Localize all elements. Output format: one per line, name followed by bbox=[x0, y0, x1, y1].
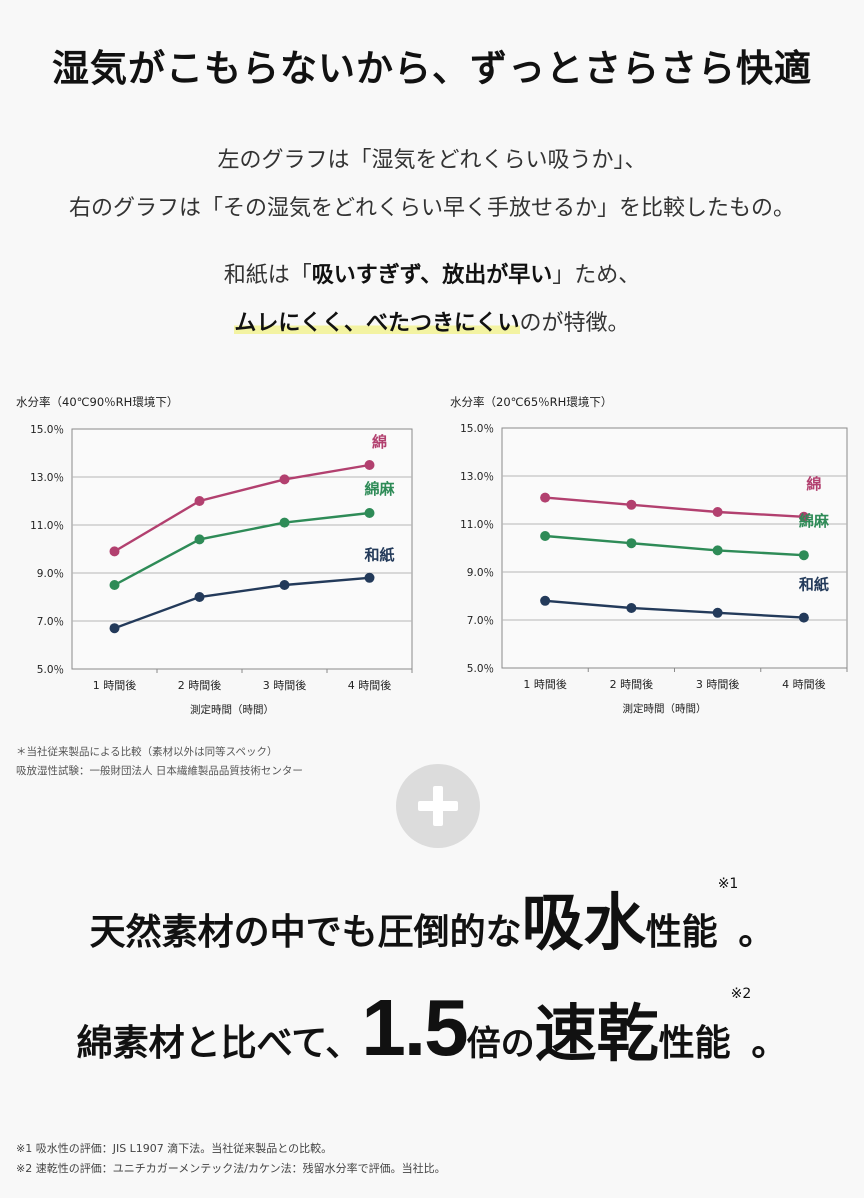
comparison-note: ＊当社従来製品による比較（素材以外は同等スペック） bbox=[16, 746, 278, 758]
quickdry-claim-number: 1.5 bbox=[361, 983, 468, 1072]
chart1-data-point bbox=[194, 592, 205, 602]
chart2-data-point bbox=[626, 499, 637, 510]
chart2-data-point bbox=[798, 612, 809, 623]
intro-line-1: 左のグラフは「湿気をどれくらい吸うか」、 bbox=[217, 148, 647, 173]
quickdry-claim-pre: 綿素材と比べて、 bbox=[76, 1023, 362, 1064]
chart1-data-point bbox=[364, 572, 375, 583]
chart2-data-point bbox=[798, 511, 809, 522]
chart1-data-point bbox=[194, 496, 205, 506]
chart1-data-point bbox=[109, 546, 120, 557]
chart2-data-point bbox=[540, 595, 551, 606]
chart1-y-tick-label: 7.0％ bbox=[37, 616, 64, 628]
chart2-series-line bbox=[545, 496, 804, 518]
chart2-data-point bbox=[712, 545, 723, 556]
plus-icon-vertical bbox=[433, 786, 443, 826]
chart2-series-label: 綿麻 bbox=[799, 512, 830, 530]
chart2-x-tick-label: 4 時間後 bbox=[782, 677, 826, 691]
chart1-data-point bbox=[279, 517, 290, 528]
quickdry-claim: 綿素材と比べて、1.5倍の速乾性能 ※2 。 bbox=[0, 982, 864, 1074]
chart1-y-tick-label: 5.0％ bbox=[37, 664, 64, 676]
chart1-data-point bbox=[364, 460, 375, 470]
chart1-series-line bbox=[114, 576, 370, 630]
quickdry-claim-sup: ※2 bbox=[730, 986, 752, 1002]
absorption-claim-post: 性能 bbox=[645, 912, 718, 953]
chart2-data-point bbox=[626, 603, 637, 613]
chart1-x-tick-label: 4 時間後 bbox=[348, 678, 392, 692]
chart2-series-label: 和紙 bbox=[799, 576, 829, 594]
chart2-title: 水分率（20℃65％RH環境下） bbox=[450, 395, 612, 409]
intro-line-3-strong: 吸いすぎず、放出が早い bbox=[311, 263, 553, 288]
absorption-claim-sup: ※1 bbox=[717, 876, 739, 892]
intro-line-3-post: 」ため、 bbox=[552, 263, 641, 288]
intro-highlight: ムレにくく、べたつきにくい bbox=[234, 311, 520, 336]
quickdry-claim-mid: 倍の bbox=[466, 1024, 535, 1064]
chart2-data-point bbox=[798, 550, 809, 561]
chart2-x-tick-label: 1 時間後 bbox=[523, 677, 567, 691]
chart2-series-line bbox=[545, 599, 804, 619]
chart2-x-tick-label: 3 時間後 bbox=[696, 677, 740, 691]
chart1-data-point bbox=[364, 508, 375, 518]
chart2-data-point bbox=[540, 531, 551, 541]
chart1-data-point bbox=[109, 623, 120, 634]
chart2-y-tick-label: 7.0％ bbox=[467, 615, 494, 627]
quickdry-claim-big: 速乾 bbox=[534, 997, 659, 1070]
chart1-x-tick-label: 3 時間後 bbox=[263, 678, 307, 692]
chart2-y-tick-label: 5.0％ bbox=[467, 663, 494, 675]
chart2-data-point bbox=[712, 607, 723, 618]
chart2-series-label: 綿 bbox=[806, 475, 821, 493]
intro-line-2: 右のグラフは「その湿気をどれくらい早く手放せるか」を比較したもの。 bbox=[68, 196, 795, 221]
quickdry-claim-end: 。 bbox=[751, 1023, 788, 1064]
chart1-x-tick-label: 2 時間後 bbox=[178, 678, 222, 692]
chart2-data-point bbox=[540, 492, 551, 503]
footnote-2: ※2 速乾性の評価：ユニチカガーメンテック法/カケン法：残留水分率で評価。当社比… bbox=[16, 1162, 446, 1175]
absorption-claim-big: 吸水 bbox=[521, 886, 646, 959]
chart2-y-tick-label: 15.0％ bbox=[460, 423, 494, 435]
chart1-series-label: 綿 bbox=[372, 433, 387, 451]
chart2-y-tick-label: 9.0％ bbox=[467, 567, 494, 579]
chart2-data-point bbox=[712, 507, 723, 517]
chart1-y-tick-label: 13.0％ bbox=[30, 472, 64, 484]
chart1-y-tick-label: 15.0％ bbox=[30, 424, 64, 436]
absorption-claim: 天然素材の中でも圧倒的な吸水性能 ※1 。 bbox=[0, 872, 864, 962]
chart2-y-tick-label: 11.0％ bbox=[460, 519, 494, 531]
headline: 湿気がこもらないから、ずっとさらさら快適 bbox=[52, 47, 812, 90]
intro-line-3-pre: 和紙は「 bbox=[223, 263, 312, 288]
quickdry-claim-post: 性能 bbox=[658, 1023, 731, 1064]
intro-line-4-post: のが特徴。 bbox=[519, 311, 630, 336]
chart2-x-axis-label: 測定時間（時間） bbox=[623, 702, 707, 715]
absorption-claim-end: 。 bbox=[738, 912, 775, 953]
chart1-x-axis-label: 測定時間（時間） bbox=[190, 703, 274, 716]
chart1-data-point bbox=[279, 474, 290, 485]
chart2-y-tick-label: 13.0％ bbox=[460, 471, 494, 483]
footnote-1: ※1 吸水性の評価：JIS L1907 滴下法。当社従来製品との比較。 bbox=[16, 1142, 333, 1155]
chart1-data-point bbox=[194, 534, 205, 545]
chart2-series-line bbox=[545, 534, 804, 557]
chart1-series-label: 綿麻 bbox=[364, 480, 395, 498]
chart2-x-tick-label: 2 時間後 bbox=[610, 677, 654, 691]
chart2-data-point bbox=[626, 538, 637, 549]
absorption-claim-pre: 天然素材の中でも圧倒的な bbox=[89, 912, 522, 953]
intro-line-4: ムレにくく、べたつきにくいのが特徴。 bbox=[0, 305, 864, 337]
chart1-y-tick-label: 11.0％ bbox=[30, 520, 64, 532]
chart1-x-tick-label: 1 時間後 bbox=[93, 678, 137, 692]
moisture-charts: 水分率（40℃90％RH環境下） 15.0％ 13.0％ 11.0％ 9.0％ 7.0％ 5… bbox=[16, 395, 848, 716]
intro-line-3: 和紙は「吸いすぎず、放出が早い」ため、 bbox=[0, 257, 864, 289]
test-note: 吸放湿性試験：一般財団法人 日本繊維製品品質技術センター bbox=[16, 765, 303, 777]
chart1-data-point bbox=[279, 580, 290, 590]
chart1-data-point bbox=[109, 580, 120, 590]
chart1-series-line bbox=[113, 463, 370, 553]
chart1-series-line bbox=[113, 511, 370, 587]
chart1-series-label: 和紙 bbox=[364, 546, 394, 564]
chart1-y-tick-label: 9.0％ bbox=[37, 568, 64, 580]
chart1-title: 水分率（40℃90％RH環境下） bbox=[16, 395, 178, 409]
chart1-plot-area bbox=[71, 428, 413, 670]
